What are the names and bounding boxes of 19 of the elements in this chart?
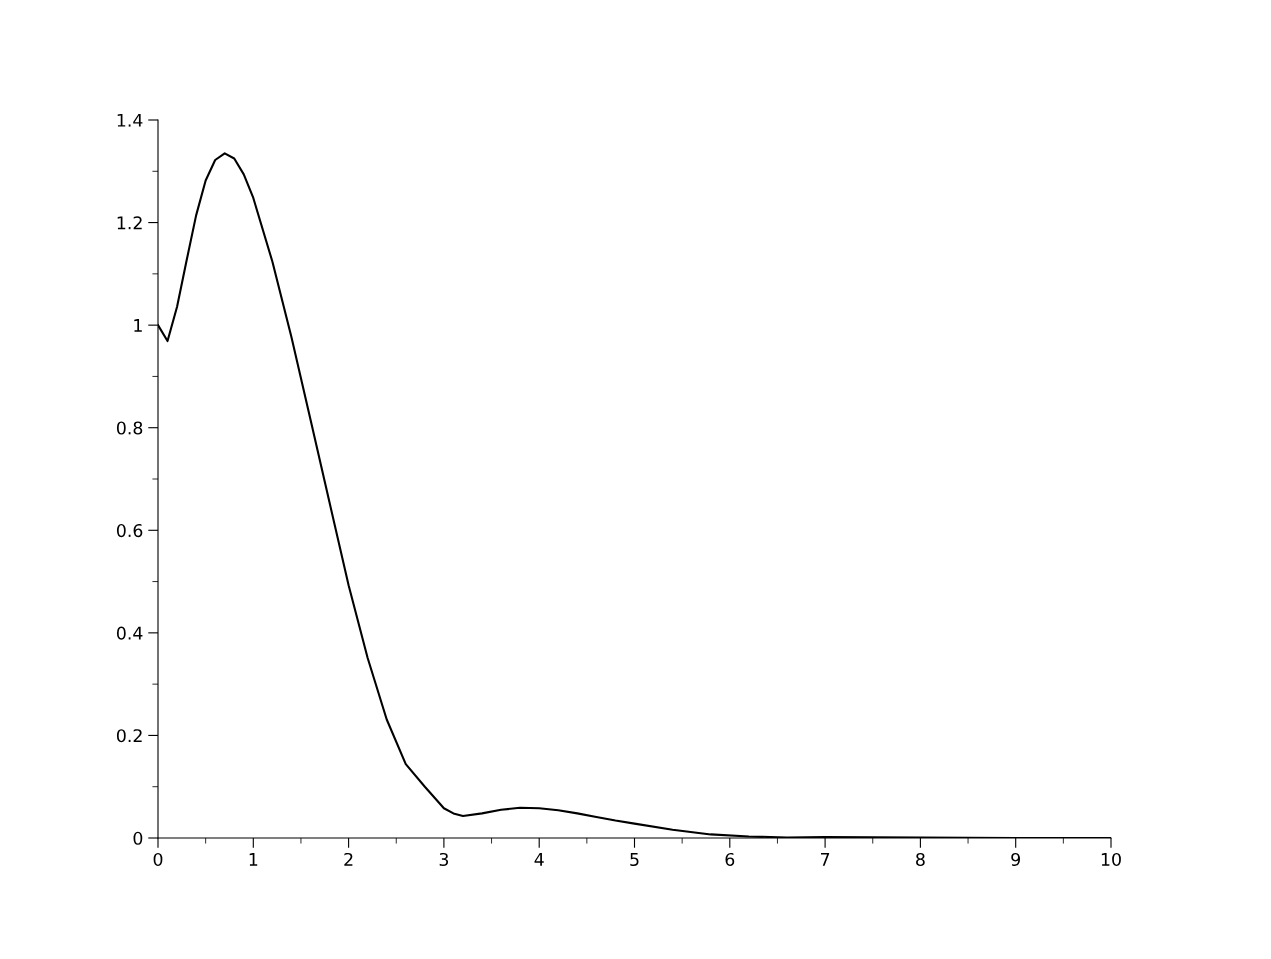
x-tick-label: 5 [630, 853, 639, 867]
x-tick-label: 1 [249, 853, 258, 866]
y-tick-label: 0.4 [116, 626, 143, 640]
x-tick-label: 0 [153, 852, 163, 867]
y-tick-label: 0.2 [116, 729, 142, 743]
y-tick-label: 0.8 [116, 421, 143, 435]
y-tick-label: 0.6 [116, 524, 143, 538]
y-tick-label: 1 [134, 319, 142, 332]
x-tick-label: 2 [344, 852, 353, 866]
x-tick-label: 9 [1011, 852, 1020, 867]
x-tick-label: 7 [821, 853, 830, 866]
x-tick-label: 4 [534, 853, 544, 866]
x-tick-label: 3 [439, 852, 449, 867]
y-tick-label: 1.2 [117, 216, 142, 230]
y-tick-label: 1.4 [117, 113, 143, 127]
x-tick-label: 8 [916, 852, 925, 867]
x-tick-label: 6 [725, 852, 735, 867]
y-tick-label: 0 [133, 831, 143, 845]
x-tick-label: 10 [1101, 852, 1121, 867]
